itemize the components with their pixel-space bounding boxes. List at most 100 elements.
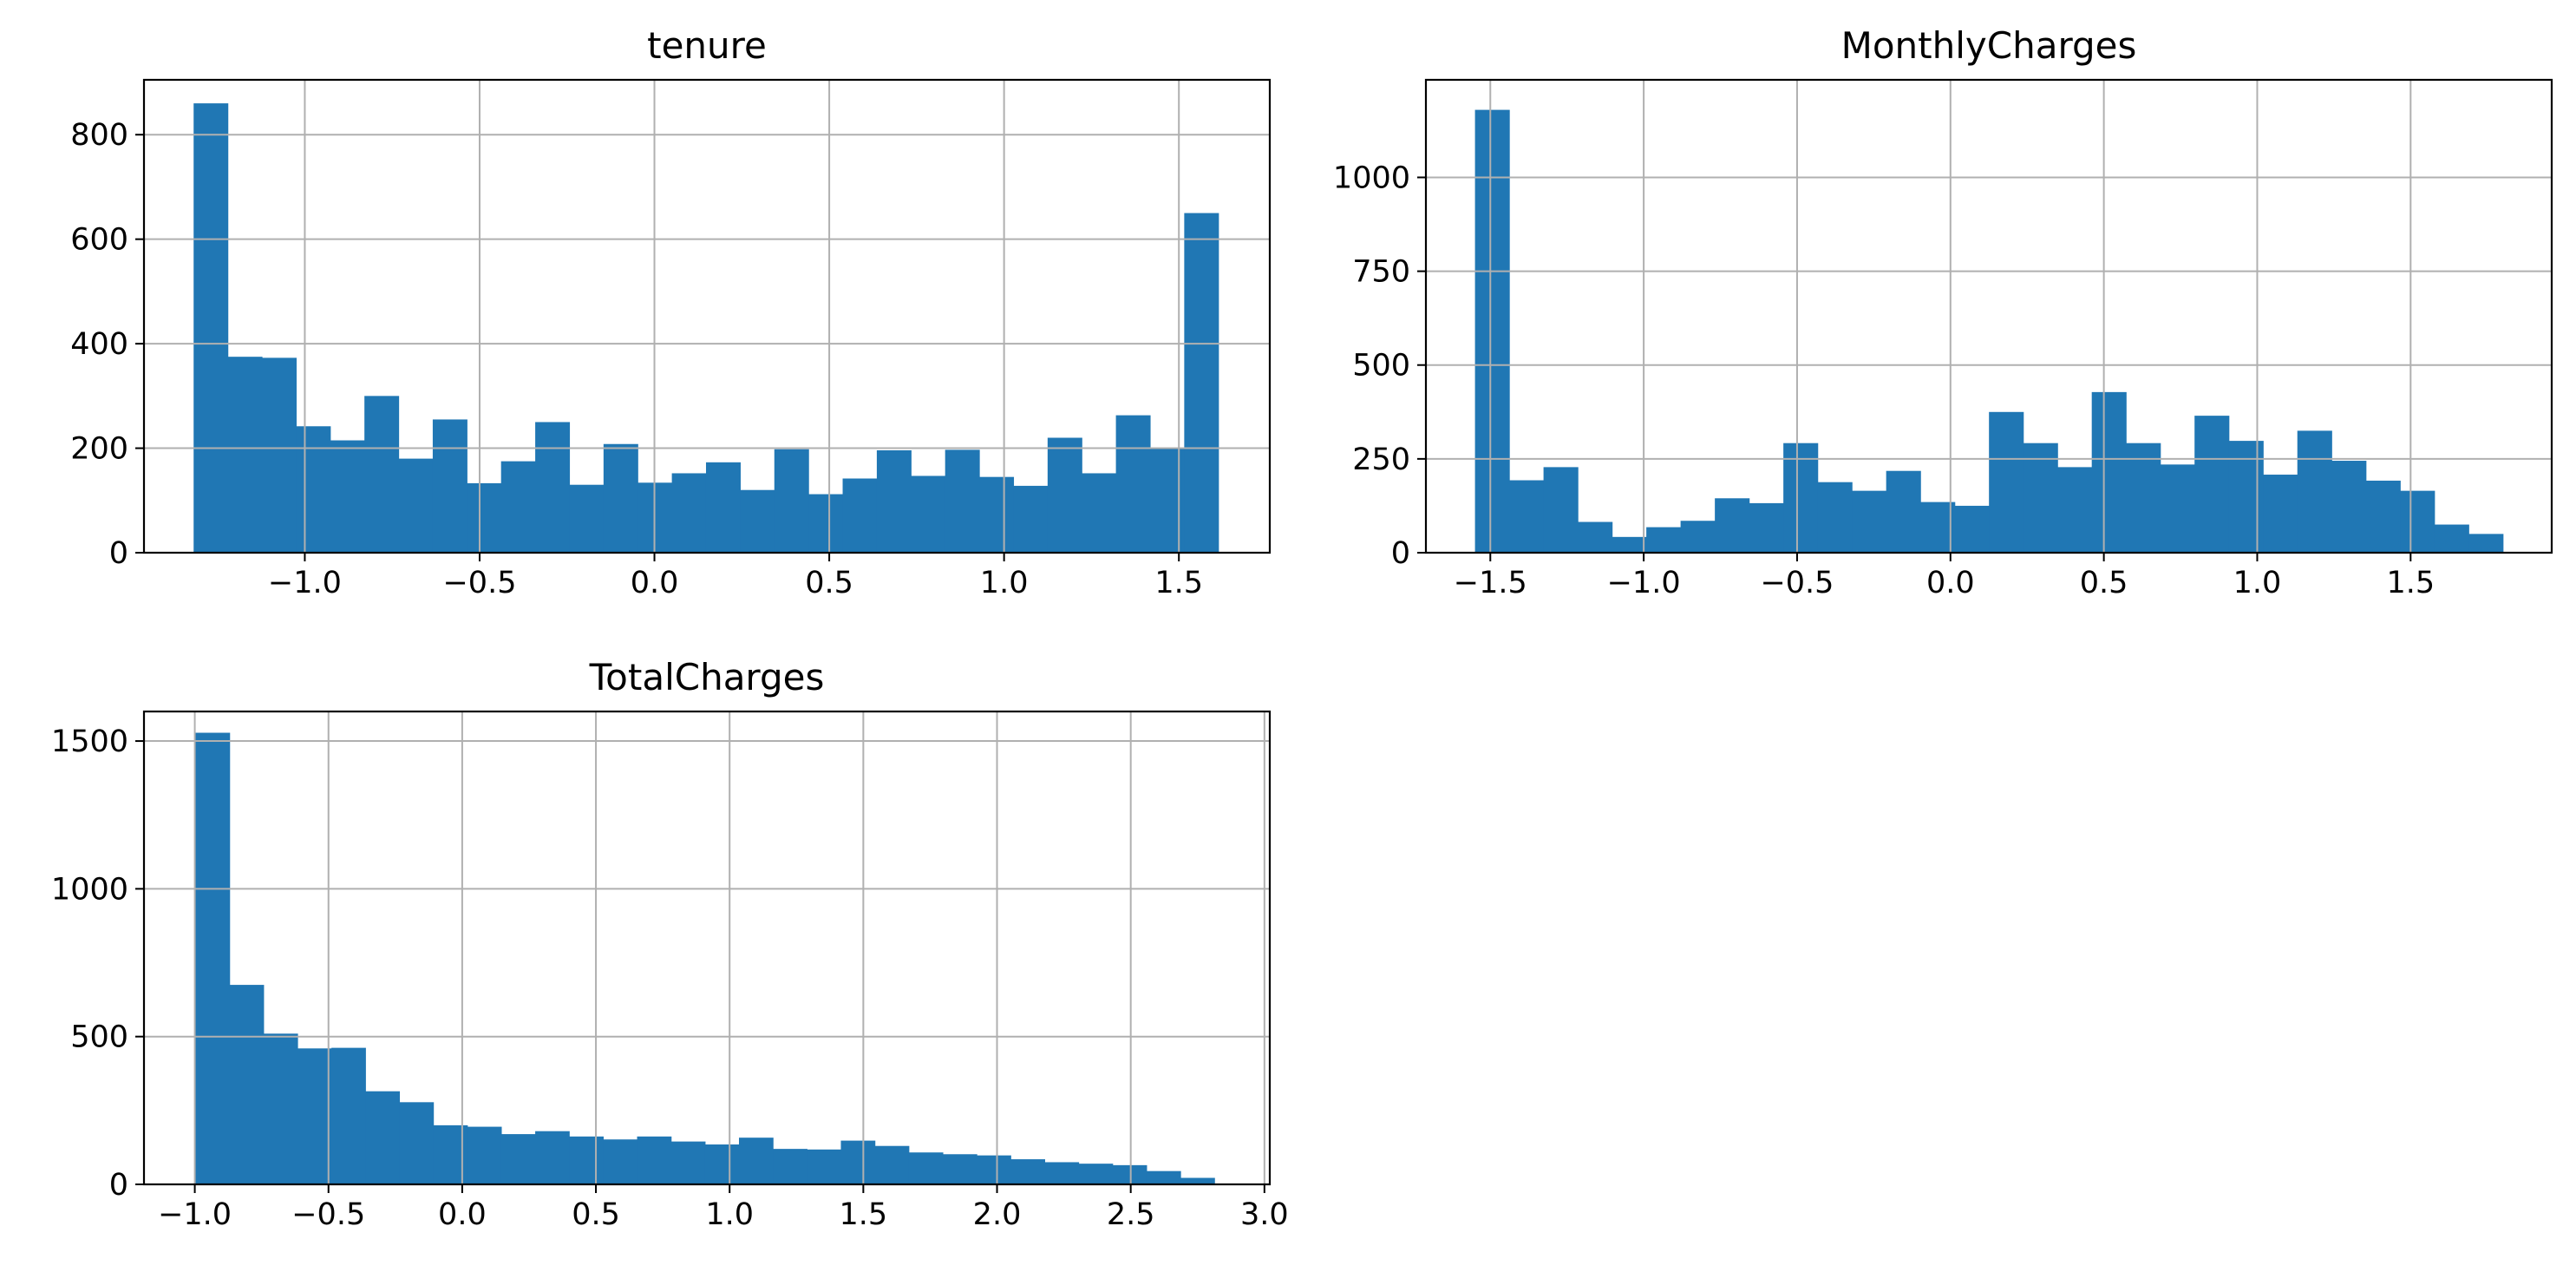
histogram-bar xyxy=(1044,1162,1080,1184)
histogram-bar xyxy=(670,1141,706,1184)
histogram-bar xyxy=(1989,411,2024,553)
histogram-bar xyxy=(227,357,263,553)
x-tick-label: 0.0 xyxy=(631,566,679,600)
histogram-bar xyxy=(1180,1177,1215,1184)
histogram-bar xyxy=(1852,490,1887,553)
histogram-bar xyxy=(331,1047,366,1184)
histogram-bar xyxy=(2091,391,2127,553)
histogram-bar xyxy=(1612,536,1647,553)
y-tick-label: 0 xyxy=(1391,536,1410,571)
histogram-bar xyxy=(467,1126,502,1184)
histogram-bar xyxy=(840,1140,876,1184)
histogram-bar xyxy=(773,1149,807,1185)
histogram-bar xyxy=(1013,485,1049,553)
histogram-bar xyxy=(942,1154,977,1184)
histogram-bar xyxy=(774,449,809,553)
histogram-bar xyxy=(705,462,741,553)
axes-frame xyxy=(142,710,1272,1186)
histogram-bar xyxy=(671,473,707,553)
x-tick-label: −1.0 xyxy=(1607,566,1681,600)
x-tick-label: 0.0 xyxy=(438,1197,487,1232)
histogram-bar xyxy=(365,1091,401,1184)
histogram-bar xyxy=(364,396,400,553)
histogram-bar xyxy=(2228,441,2264,553)
histogram-bar xyxy=(2160,464,2195,553)
x-tick-label: 1.5 xyxy=(1154,566,1203,600)
x-tick-label: 0.0 xyxy=(1926,566,1975,600)
histogram-bar xyxy=(740,489,775,553)
histogram-bar xyxy=(399,1102,435,1184)
histogram-bar xyxy=(1543,467,1579,553)
histogram-bar xyxy=(297,1048,332,1184)
x-tick-label: 1.0 xyxy=(705,1197,754,1232)
x-tick-label: 0.5 xyxy=(805,566,853,600)
histogram-bar xyxy=(535,422,571,553)
y-tick-label: 800 xyxy=(70,118,128,153)
x-tick-label: 2.5 xyxy=(1107,1197,1155,1232)
histogram-bar xyxy=(535,1131,570,1184)
histogram-bar xyxy=(603,443,638,553)
x-tick-label: −0.5 xyxy=(1760,566,1834,600)
chart-title: TotalCharges xyxy=(589,656,825,698)
histogram-bar xyxy=(2400,490,2435,553)
y-tick-label: 200 xyxy=(70,432,128,467)
histogram-bar xyxy=(704,1144,740,1184)
y-tick-label: 0 xyxy=(109,536,128,571)
histogram-bar xyxy=(500,1134,536,1184)
y-tick-label: 1000 xyxy=(51,872,128,907)
x-tick-label: 1.0 xyxy=(2233,566,2282,600)
histogram-bar xyxy=(2194,416,2230,553)
x-tick-label: 1.5 xyxy=(2386,566,2435,600)
histogram-bar xyxy=(1749,502,1784,553)
histogram-bar xyxy=(1954,505,1990,553)
histogram-bar xyxy=(876,449,912,553)
histogram-bar xyxy=(2434,524,2469,553)
histogram-bar xyxy=(1920,502,1956,553)
histogram-tenure: −1.0 −0.5 0.0 0.5 1.0 1.5 0 200 400 600 800 tenure xyxy=(70,24,1272,600)
histogram-bar xyxy=(500,461,536,553)
y-tick-label: 600 xyxy=(70,223,128,258)
x-tick-label: 3.0 xyxy=(1240,1197,1289,1232)
histogram-bar xyxy=(2126,443,2161,553)
y-tick-label: 500 xyxy=(1352,349,1410,384)
histogram-bar xyxy=(296,426,331,553)
histogram-bar xyxy=(1715,498,1750,553)
histogram-bar xyxy=(1783,443,1819,553)
histogram-bar xyxy=(603,1139,638,1184)
histogram-bar xyxy=(432,419,467,553)
histogram-bar xyxy=(2023,443,2058,553)
y-tick-label: 0 xyxy=(109,1168,128,1203)
histogram-bar xyxy=(569,484,605,553)
x-tick-label: 0.5 xyxy=(2080,566,2128,600)
y-tick-label: 1500 xyxy=(51,725,128,759)
histogram-bar xyxy=(1146,1170,1181,1184)
axes-frame xyxy=(1424,78,2553,554)
histogram-bar xyxy=(2365,480,2401,553)
histogram-bar xyxy=(2263,475,2298,553)
histogram-bar xyxy=(807,1149,842,1184)
y-tick-label: 1000 xyxy=(1333,161,1410,195)
histogram-bar xyxy=(908,1152,944,1184)
histogram-bar xyxy=(1578,521,1613,553)
histogram-bar xyxy=(195,732,231,1184)
x-tick-label: 0.5 xyxy=(572,1197,620,1232)
histogram-bar xyxy=(1817,482,1853,553)
histogram-bar xyxy=(1680,521,1716,553)
histogram-bar xyxy=(1010,1159,1045,1184)
histogram-bar xyxy=(874,1145,910,1184)
y-tick-label: 400 xyxy=(70,327,128,362)
histogram-bar xyxy=(979,476,1015,553)
histogram-bar xyxy=(2331,461,2367,553)
x-tick-label: −1.0 xyxy=(268,566,342,600)
x-tick-label: −1.0 xyxy=(158,1197,232,1232)
histogram-bar xyxy=(398,458,434,553)
histogram-bar xyxy=(263,1033,298,1184)
histogram-bar xyxy=(467,482,502,553)
x-tick-label: 2.0 xyxy=(973,1197,1022,1232)
histogram-bar xyxy=(193,103,229,554)
x-tick-label: 1.0 xyxy=(980,566,1029,600)
histogram-bar xyxy=(911,475,946,553)
x-tick-label: −0.5 xyxy=(291,1197,365,1232)
histogram-bar xyxy=(229,985,265,1184)
